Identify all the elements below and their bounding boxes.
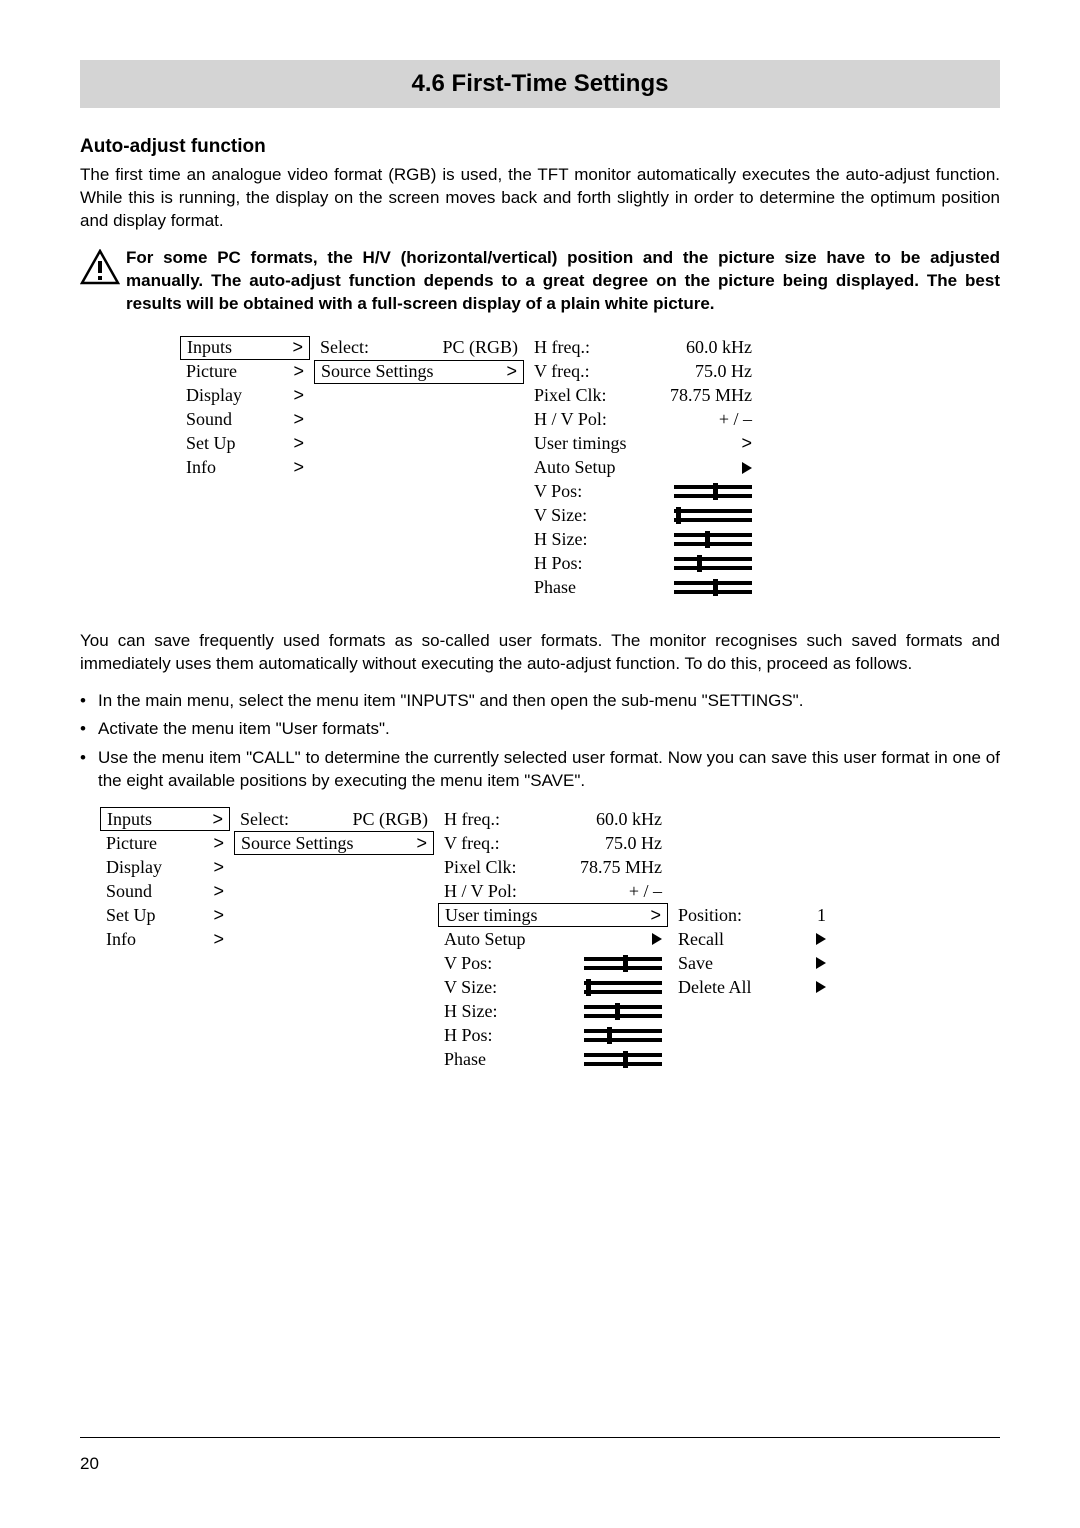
menu-item-inputs: Inputs> [100,807,230,831]
menu-item-display: Display> [180,384,310,408]
hvpol-row: H / V Pol:+ / – [438,879,668,903]
vpos-slider [674,485,752,498]
hsize-row: H Size: [528,528,758,552]
play-icon [742,462,752,474]
select-row: Select:PC (RGB) [234,807,434,831]
vsize-row: V Size: [528,504,758,528]
position-row: Position:1 [672,903,832,927]
menu-item-info: Info> [180,456,310,480]
save-row: Save [672,951,832,975]
hfreq-row: H freq.:60.0 kHz [438,807,668,831]
menu-item-sound: Sound> [100,879,230,903]
warning-block: For some PC formats, the H/V (horizontal… [80,247,1000,316]
play-icon [816,933,826,945]
menu-item-setup: Set Up> [180,432,310,456]
menu-diagram-1: Inputs> Picture> Display> Sound> Set Up>… [180,336,1000,600]
phase-row: Phase [438,1047,668,1071]
warning-text: For some PC formats, the H/V (horizontal… [126,247,1000,316]
menu-item-picture: Picture> [180,360,310,384]
subheading: Auto-adjust function [80,136,1000,158]
hvpol-row: H / V Pol:+ / – [528,408,758,432]
recall-row: Recall [672,927,832,951]
hsize-slider [674,533,752,546]
play-icon [652,933,662,945]
pixclk-row: Pixel Clk:78.75 MHz [438,855,668,879]
vpos-row: V Pos: [528,480,758,504]
hsize-row: H Size: [438,999,668,1023]
play-icon [816,981,826,993]
vfreq-row: V freq.:75.0 Hz [438,831,668,855]
menu-item-inputs: Inputs> [180,336,310,360]
hpos-row: H Pos: [528,552,758,576]
phase-slider [584,1053,662,1066]
delete-all-row: Delete All [672,975,832,999]
hpos-row: H Pos: [438,1023,668,1047]
section-title: 4.6 First-Time Settings [80,60,1000,108]
play-icon [816,957,826,969]
vsize-row: V Size: [438,975,668,999]
source-settings-row: Source Settings> [234,831,434,855]
hsize-slider [584,1005,662,1018]
menu-item-display: Display> [100,855,230,879]
user-timings-row: User timings> [528,432,758,456]
phase-slider [674,581,752,594]
hpos-slider [584,1029,662,1042]
page-number: 20 [80,1454,99,1474]
auto-setup-row: Auto Setup [438,927,668,951]
list-item: •In the main menu, select the menu item … [80,690,1000,713]
source-settings-row: Source Settings> [314,360,524,384]
hfreq-row: H freq.:60.0 kHz [528,336,758,360]
vpos-slider [584,957,662,970]
list-item: •Activate the menu item "User formats". [80,718,1000,741]
menu-item-picture: Picture> [100,831,230,855]
user-timings-row: User timings> [438,903,668,927]
warning-icon [80,249,120,285]
menu-item-info: Info> [100,927,230,951]
phase-row: Phase [528,576,758,600]
list-item: •Use the menu item "CALL" to determine t… [80,747,1000,793]
auto-setup-row: Auto Setup [528,456,758,480]
footer-rule [80,1437,1000,1438]
menu-item-setup: Set Up> [100,903,230,927]
menu-diagram-2: Inputs> Picture> Display> Sound> Set Up>… [100,807,1000,1071]
vsize-slider [584,981,662,994]
vfreq-row: V freq.:75.0 Hz [528,360,758,384]
user-formats-paragraph: You can save frequently used formats as … [80,630,1000,676]
intro-paragraph: The first time an analogue video format … [80,164,1000,233]
select-row: Select:PC (RGB) [314,336,524,360]
bullet-list: •In the main menu, select the menu item … [80,690,1000,794]
menu-item-sound: Sound> [180,408,310,432]
hpos-slider [674,557,752,570]
vpos-row: V Pos: [438,951,668,975]
pixclk-row: Pixel Clk:78.75 MHz [528,384,758,408]
vsize-slider [674,509,752,522]
